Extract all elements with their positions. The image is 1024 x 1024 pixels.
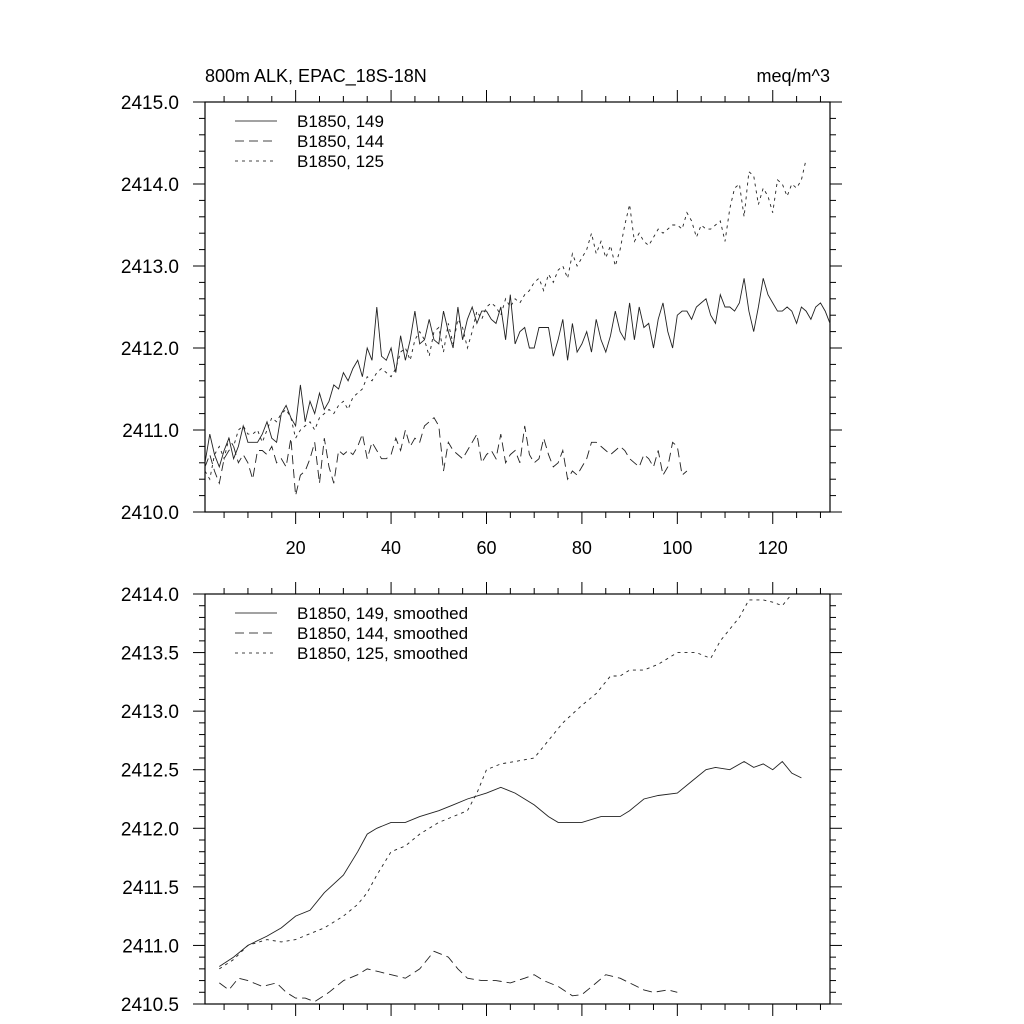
series-line-solid xyxy=(204,278,831,469)
y-tick-label: 2413.5 xyxy=(121,644,179,665)
bottom-panel-smoothed: 2410.5 2411.0 2411.5 2412.0 2412.5 2413.0 2413… xyxy=(121,582,842,1016)
series-line-dash xyxy=(204,417,688,496)
x-tick-label: 120 xyxy=(758,538,788,558)
y-tick-label: 2411.5 xyxy=(122,878,179,899)
legend-label: B1850, 149 xyxy=(297,112,384,131)
y-tick-label: 2414.0 xyxy=(121,175,179,196)
top-panel-raw: 20 40 60 80 100 120 2410.0 2411.0 2412.0 2413.0 24… xyxy=(121,90,842,558)
y-tick-label: 2415.0 xyxy=(121,93,179,114)
plot-frame xyxy=(204,101,831,513)
series-line-dot xyxy=(204,159,807,481)
y-tick-label: 2410.0 xyxy=(121,503,179,524)
y-tick-label: 2412.5 xyxy=(121,761,179,782)
chart-units-label: meq/m^3 xyxy=(757,66,830,86)
legend-label: B1850, 144 xyxy=(297,132,384,151)
y-tick-label: 2412.0 xyxy=(121,339,179,360)
y-tick-label: 2413.0 xyxy=(121,702,179,723)
x-tick-label: 100 xyxy=(662,538,692,558)
y-tick-label: 2414.0 xyxy=(121,585,179,606)
x-tick-label: 60 xyxy=(476,538,496,558)
x-tick-label: 40 xyxy=(381,538,401,558)
legend-label: B1850, 125, smoothed xyxy=(297,644,468,663)
chart-title-left: 800m ALK, EPAC_18S-18N xyxy=(205,66,427,87)
y-tick-label: 2412.0 xyxy=(121,819,179,840)
x-tick-label: 20 xyxy=(286,538,306,558)
series-line-solid xyxy=(219,760,802,967)
y-tick-label: 2411.0 xyxy=(122,936,179,957)
series-line-dash xyxy=(219,950,678,1003)
legend-label: B1850, 149, smoothed xyxy=(297,604,468,623)
legend-label: B1850, 144, smoothed xyxy=(297,624,468,643)
y-tick-label: 2413.0 xyxy=(121,257,179,278)
y-tick-label: 2411.0 xyxy=(122,421,179,442)
plot-frame xyxy=(204,593,831,1005)
x-tick-label: 80 xyxy=(572,538,592,558)
y-tick-label: 2410.5 xyxy=(121,995,179,1016)
legend-label: B1850, 125 xyxy=(297,152,384,171)
